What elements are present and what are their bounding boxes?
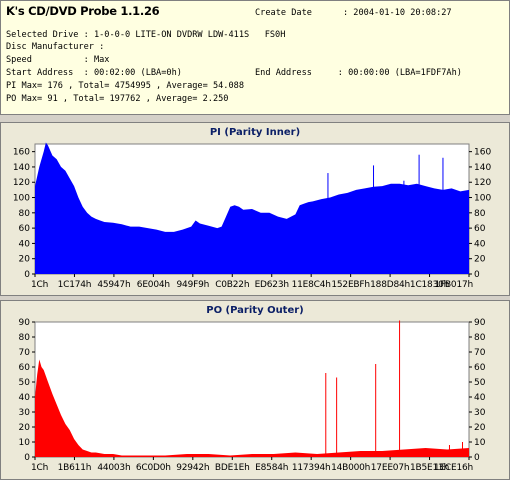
po-series-area [35, 359, 469, 457]
pi-xtick-label-9: 188D84h [370, 280, 410, 290]
po-ytick-label-right-9: 90 [474, 318, 486, 328]
po-xtick-label-2: 44003h [97, 463, 130, 473]
pi-ytick-label-left-1: 20 [19, 255, 31, 265]
pi-xtick-label-2: 45947h [97, 280, 130, 290]
pi-ytick-label-left-8: 160 [13, 148, 30, 158]
po-xtick-label-8: 14B000h [331, 463, 370, 473]
app-title: K's CD/DVD Probe 1.1.26 [6, 4, 160, 18]
end-address-line: End Address : 00:00:00 (LBA=1FDF7Ah) [255, 68, 462, 78]
po-ytick-label-left-4: 40 [19, 393, 31, 403]
po-plot-area [34, 321, 470, 458]
pi-ytick-label-right-6: 120 [474, 178, 491, 188]
po-xtick-label-0: 1Ch [31, 463, 48, 473]
disc-manufacturer-line: Disc Manufacturer : [6, 42, 105, 52]
pi-ytick-label-right-2: 40 [474, 239, 486, 249]
pi-xtick-label-7: 11E8C4h [292, 280, 331, 290]
po-xtick-label-7: 117394h [292, 463, 331, 473]
pi-ytick-label-right-3: 60 [474, 224, 486, 234]
po-chart-title: PO (Parity Outer) [206, 305, 304, 316]
po-ytick-label-right-1: 10 [474, 438, 486, 448]
po-xtick-label-9: 17EE07h [371, 463, 410, 473]
selected-drive-line: Selected Drive : 1-0-0-0 LITE-ON DVDRW L… [6, 30, 286, 40]
po-ytick-label-right-5: 50 [474, 378, 486, 388]
pi-xtick-label-4: 949F9h [177, 280, 210, 290]
pi-chart: 0 0 20 20 40 40 60 60 80 80 100 100 120 120 140 140 160 1… [13, 142, 491, 290]
pi-ytick-label-left-5: 100 [13, 194, 30, 204]
pi-ytick-label-left-0: 0 [24, 270, 30, 280]
create-date-line: Create Date : 2004-01-10 20:08:27 [255, 8, 452, 18]
pi-xtick-label-0: 1Ch [31, 280, 48, 290]
pi-xtick-label-6: ED623h [255, 280, 289, 290]
po-xtick-label-5: BDE1Eh [215, 463, 250, 473]
pi-ytick-label-left-2: 40 [19, 239, 31, 249]
pi-xtick-label-3: 6E004h [137, 280, 170, 290]
po-ytick-label-right-8: 80 [474, 333, 486, 343]
po-ytick-label-right-7: 70 [474, 348, 486, 358]
pi-series-area [35, 142, 469, 274]
pi-chart-panel: PI (Parity Inner) 0 0 20 20 40 40 60 60 80 80 100 1… [0, 122, 510, 296]
po-ytick-label-right-6: 60 [474, 363, 486, 373]
pi-xtick-label-5: C0B22h [215, 280, 249, 290]
po-ytick-label-left-3: 30 [19, 408, 31, 418]
po-ytick-label-right-2: 20 [474, 423, 486, 433]
pi-ytick-label-left-3: 60 [19, 224, 31, 234]
po-xtick-label-3: 6C0D0h [136, 463, 171, 473]
pi-ytick-label-left-6: 120 [13, 178, 30, 188]
pi-ytick-label-right-4: 80 [474, 209, 486, 219]
pi-ytick-label-right-1: 20 [474, 255, 486, 265]
start-address-line: Start Address : 00:02:00 (LBA=0h) [6, 68, 182, 78]
pi-xtick-label-10: 1C1830h [410, 280, 449, 290]
po-ytick-label-left-7: 70 [19, 348, 31, 358]
pi-chart-title: PI (Parity Inner) [209, 127, 301, 138]
pi-ytick-label-right-0: 0 [474, 270, 480, 280]
po-summary-line: PO Max= 91 , Total= 197762 , Average= 2.… [6, 94, 229, 104]
pi-ytick-label-right-8: 160 [474, 148, 491, 158]
po-ytick-label-right-3: 30 [474, 408, 486, 418]
po-ytick-label-right-4: 40 [474, 393, 486, 403]
po-xtick-label-6: E8584h [255, 463, 288, 473]
po-ytick-label-left-1: 10 [19, 438, 31, 448]
po-ytick-label-left-2: 20 [19, 423, 31, 433]
po-xtick-label-1: 1B611h [58, 463, 92, 473]
po-xtick-label-11: 1ECE16h [434, 463, 473, 473]
po-ytick-label-left-0: 0 [24, 453, 30, 463]
po-ytick-label-left-8: 80 [19, 333, 31, 343]
info-panel: K's CD/DVD Probe 1.1.26 Create Date : 20… [0, 0, 510, 115]
po-ytick-label-left-5: 50 [19, 378, 31, 388]
pi-xtick-label-11: 1FB017h [434, 280, 473, 290]
pi-xtick-label-8: 152EBFh [331, 280, 370, 290]
pi-ytick-label-right-7: 140 [474, 163, 491, 173]
pi-ytick-label-left-4: 80 [19, 209, 31, 219]
po-ytick-label-left-9: 90 [19, 318, 31, 328]
pi-ytick-label-right-5: 100 [474, 194, 491, 204]
po-ytick-label-right-0: 0 [474, 453, 480, 463]
po-xtick-label-10: 1B5E13h [410, 463, 449, 473]
pi-ytick-label-left-7: 140 [13, 163, 30, 173]
po-chart: 0 0 10 10 20 20 30 30 40 40 50 50 60 60 70 70 80 80 90 90 1C… [19, 318, 486, 473]
pi-xtick-label-1: 1C174h [58, 280, 92, 290]
pi-summary-line: PI Max= 176 , Total= 4754995 , Average= … [6, 81, 244, 91]
po-chart-panel: PO (Parity Outer) 0 0 10 10 20 20 30 30 40 40 50 50… [0, 300, 510, 480]
speed-line: Speed : Max [6, 55, 110, 65]
po-ytick-label-left-6: 60 [19, 363, 31, 373]
po-xtick-label-4: 92942h [176, 463, 209, 473]
